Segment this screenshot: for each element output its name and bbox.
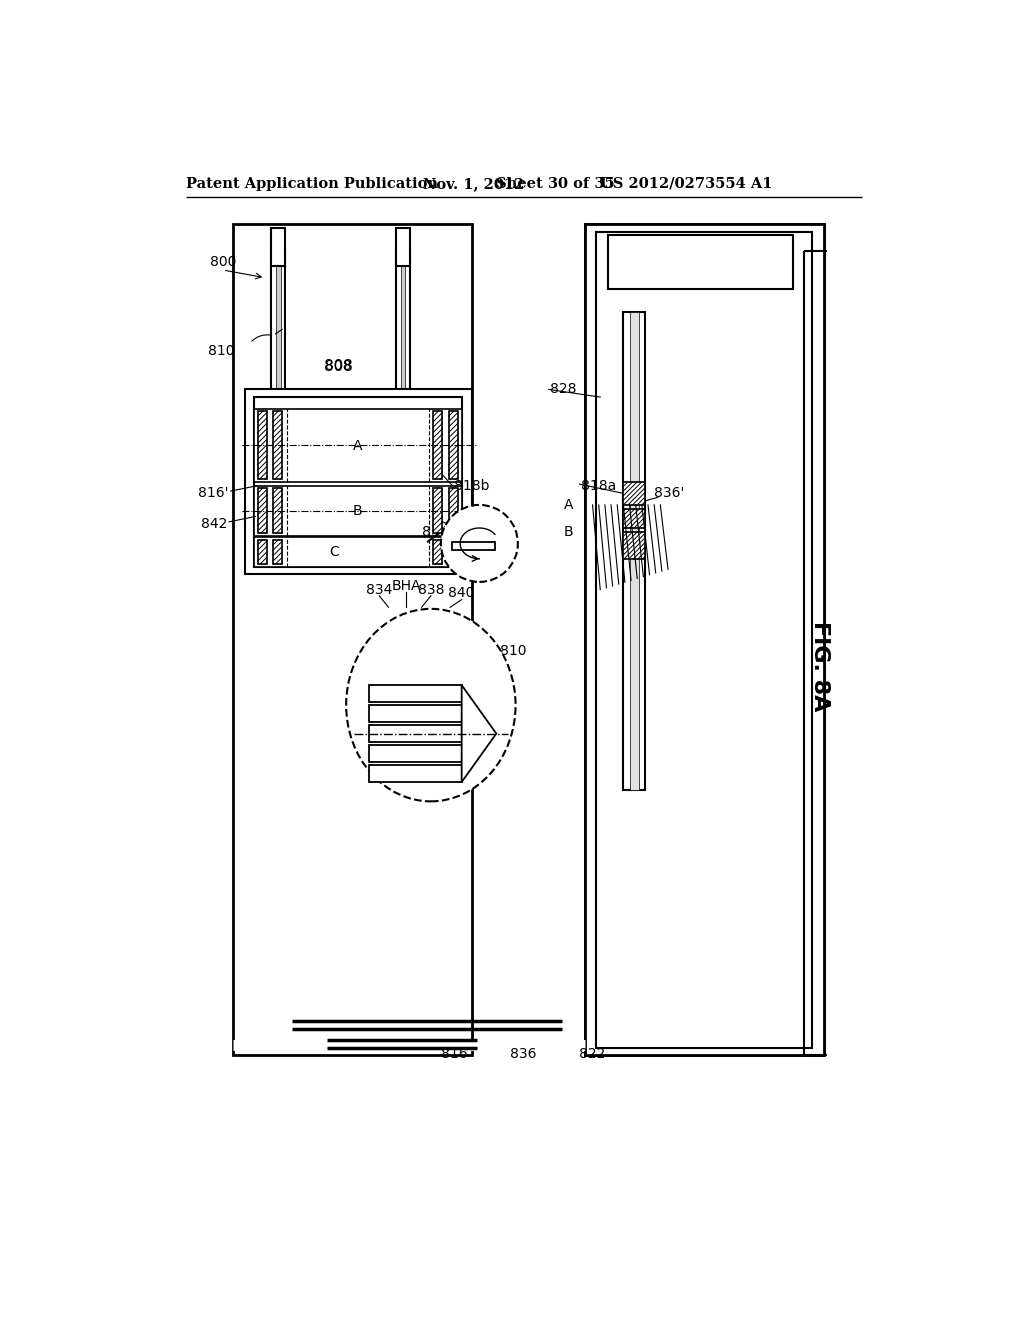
Bar	[254, 486, 462, 536]
Bar	[433, 488, 442, 533]
Bar	[624, 313, 645, 789]
Text: 838: 838	[413, 632, 438, 647]
Bar	[585, 224, 823, 1056]
Text: B: B	[353, 504, 362, 517]
Bar	[273, 540, 283, 564]
Text: FIG. 8A: FIG. 8A	[810, 622, 829, 711]
Text: 822: 822	[580, 1047, 606, 1061]
Bar	[630, 313, 639, 789]
Text: 828: 828	[550, 383, 577, 396]
Text: C: C	[330, 545, 340, 558]
Bar	[624, 532, 645, 558]
Bar	[449, 488, 458, 533]
Text: 810: 810	[500, 644, 526, 659]
Text: 818b: 818b	[454, 479, 489, 492]
Text: 836': 836'	[654, 486, 685, 500]
Text: 834: 834	[367, 582, 392, 597]
Bar	[370, 766, 462, 781]
Text: 840: 840	[453, 636, 478, 651]
Bar	[449, 411, 458, 479]
Bar	[258, 488, 267, 533]
Bar	[370, 725, 462, 742]
Ellipse shape	[346, 609, 515, 801]
Text: 838: 838	[418, 582, 444, 597]
Bar	[254, 397, 462, 566]
Text: 840: 840	[449, 586, 475, 601]
Text: Sheet 30 of 35: Sheet 30 of 35	[497, 177, 615, 191]
Bar	[608, 235, 793, 289]
Text: US 2012/0273554 A1: US 2012/0273554 A1	[600, 177, 773, 191]
Bar	[596, 231, 812, 1048]
Text: 808: 808	[324, 359, 353, 374]
Text: 834: 834	[422, 525, 447, 539]
Bar	[449, 540, 458, 564]
Bar	[273, 411, 283, 479]
Bar	[624, 508, 645, 528]
Bar	[245, 389, 472, 574]
Text: 816': 816'	[199, 486, 229, 500]
Text: 842: 842	[201, 517, 227, 531]
Bar	[370, 705, 462, 722]
Bar	[258, 540, 267, 564]
Bar	[233, 224, 472, 1056]
Circle shape	[441, 506, 518, 582]
Text: Nov. 1, 2012: Nov. 1, 2012	[423, 177, 524, 191]
Text: 816: 816	[373, 636, 399, 651]
Text: 818a: 818a	[581, 479, 616, 492]
Bar	[258, 411, 267, 479]
Bar	[433, 540, 442, 564]
Polygon shape	[462, 685, 497, 781]
Text: 818f: 818f	[454, 521, 485, 535]
Bar	[276, 251, 281, 544]
Bar	[271, 227, 286, 267]
Bar	[254, 409, 462, 482]
Bar	[396, 251, 410, 544]
Text: B: B	[563, 525, 573, 539]
Text: 800: 800	[210, 255, 237, 269]
Bar	[433, 411, 442, 479]
Text: 836: 836	[510, 1047, 537, 1061]
Text: BHA: BHA	[391, 578, 421, 593]
Text: 816: 816	[440, 1047, 467, 1061]
Bar	[254, 537, 462, 566]
Text: A: A	[353, 438, 362, 453]
Bar	[370, 744, 462, 762]
Text: A: A	[564, 498, 573, 512]
Bar	[273, 488, 283, 533]
Bar	[453, 543, 495, 549]
Bar	[271, 251, 286, 544]
Bar	[370, 685, 462, 702]
Bar	[624, 482, 645, 506]
Bar	[585, 224, 823, 1056]
Text: 810: 810	[208, 345, 234, 358]
Bar	[396, 227, 410, 267]
Text: Patent Application Publication: Patent Application Publication	[186, 177, 438, 191]
Bar	[400, 251, 406, 544]
Text: 808: 808	[326, 359, 351, 374]
